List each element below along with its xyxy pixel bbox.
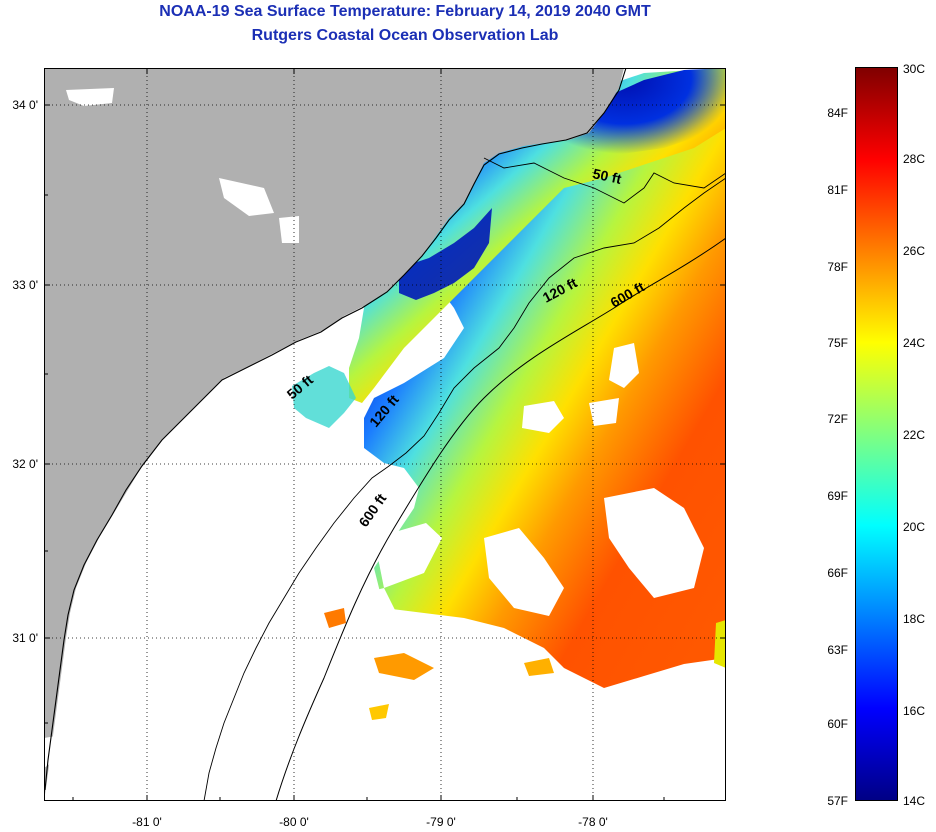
sst-map: 50 ft 120 ft 600 ft 50 ft 120 ft 600 ft (44, 68, 726, 801)
colorbar-label-81f: 81F (827, 183, 848, 197)
shelf-contour (203, 177, 726, 801)
lon-label-80: -80 0' (279, 815, 309, 829)
lat-label-34: 34 0' (12, 98, 38, 112)
colorbar-label-28c: 28C (903, 152, 926, 166)
colorbar-label-75f: 75F (827, 336, 848, 350)
colorbar-label-60f: 60F (827, 717, 848, 731)
colorbar-label-84f: 84F (827, 106, 848, 120)
map-subtitle: Rutgers Coastal Ocean Observation Lab (251, 27, 559, 44)
colorbar-label-26c: 26C (903, 244, 926, 258)
colorbar-label-78f: 78F (827, 260, 848, 274)
colorbar-label-72f: 72F (827, 412, 848, 426)
cloud-patches (269, 343, 704, 648)
lon-label-79: -79 0' (426, 815, 456, 829)
colorbar-label-24c: 24C (903, 336, 926, 350)
colorbar-label-57f: 57F (827, 794, 848, 808)
colorbar-label-14c: 14C (903, 794, 926, 808)
map-title: NOAA-19 Sea Surface Temperature: Februar… (159, 3, 651, 20)
colorbar-label-20c: 20C (903, 520, 926, 534)
map-frame (44, 68, 726, 801)
colorbar-label-16c: 16C (903, 704, 926, 718)
colorbar-label-66f: 66F (827, 566, 848, 580)
colorbar-label-30c: 30C (903, 62, 926, 76)
inner-contour (483, 157, 726, 204)
colorbar-label-18c: 18C (903, 612, 926, 626)
lon-label-81: -81 0' (132, 815, 162, 829)
sst-field-west (292, 366, 356, 428)
sst-field-coastal-blue (399, 208, 492, 300)
isobath-label-50-north: 50 ft (591, 165, 623, 187)
lat-label-31: 31 0' (12, 631, 38, 645)
coastline (44, 68, 627, 791)
land (44, 68, 624, 801)
graticule (44, 68, 726, 801)
shelf-break-600 (275, 237, 726, 801)
temperature-colorbar (855, 67, 898, 801)
lat-label-32: 32 0' (12, 457, 38, 471)
lat-label-33: 33 0' (12, 278, 38, 292)
colorbar-label-69f: 69F (827, 489, 848, 503)
lon-label-78: -78 0' (578, 815, 608, 829)
colorbar-label-63f: 63F (827, 643, 848, 657)
colorbar-label-22c: 22C (903, 428, 926, 442)
